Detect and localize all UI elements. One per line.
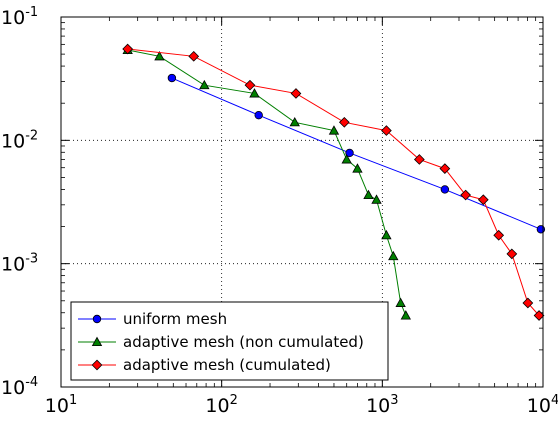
data-point: [199, 79, 210, 90]
x-tick-base: 10: [45, 395, 69, 417]
data-point: [352, 163, 363, 173]
data-point: [522, 297, 534, 309]
data-point: [167, 73, 177, 83]
data-point: [328, 125, 340, 135]
legend-item: adaptive mesh (cumulated): [78, 356, 331, 374]
data-point: [533, 310, 545, 321]
y-tick-label: 10-4: [1, 375, 38, 399]
data-point: [363, 189, 374, 200]
y-tick-label: 10-3: [1, 252, 38, 276]
legend-label: uniform mesh: [123, 310, 227, 328]
data-point: [400, 310, 411, 320]
x-tick-exponent: 4: [551, 393, 558, 408]
data-point: [460, 189, 472, 201]
data-point: [122, 43, 134, 55]
data-point: [371, 194, 382, 204]
x-tick-base: 10: [366, 395, 390, 417]
x-tick-base: 10: [205, 395, 229, 417]
data-point: [439, 163, 451, 174]
data-point: [413, 154, 425, 165]
x-tick-base: 10: [527, 395, 551, 417]
y-tick-exponent: -4: [25, 375, 38, 390]
x-tick-label: 104: [527, 393, 558, 417]
y-tick-exponent: -3: [25, 252, 38, 267]
x-tick-exponent: 1: [69, 393, 77, 408]
legend-marker: [92, 314, 102, 324]
data-point: [536, 225, 546, 234]
data-point: [338, 116, 350, 128]
y-tick-exponent: -1: [25, 5, 38, 20]
x-tick-label: 101: [45, 393, 77, 417]
series-layer: [122, 43, 546, 321]
legend-marker: [91, 359, 103, 371]
y-tick-exponent: -2: [25, 128, 38, 143]
plot-frame: [60, 16, 544, 388]
data-point: [493, 229, 505, 241]
legend: uniform mesh adaptive mesh (non cumulated…: [70, 301, 389, 381]
legend-box: [70, 301, 389, 381]
x-tick-label: 102: [205, 393, 237, 417]
series-1: [122, 44, 411, 320]
data-point: [345, 148, 354, 158]
data-point: [289, 116, 300, 127]
data-point: [477, 194, 489, 206]
y-tick-base: 10: [1, 130, 25, 152]
legend-item: uniform mesh: [78, 310, 227, 328]
data-point: [395, 297, 406, 307]
legend-item: adaptive mesh (non cumulated): [78, 333, 364, 351]
data-point: [249, 88, 260, 98]
data-point: [440, 185, 450, 194]
y-tick-base: 10: [1, 7, 25, 29]
data-point: [381, 125, 392, 136]
y-tick-label: 10-1: [1, 5, 38, 29]
data-point: [506, 248, 518, 260]
series-line: [127, 49, 407, 316]
legend-marker: [91, 336, 103, 347]
legend-label: adaptive mesh (non cumulated): [123, 333, 364, 351]
y-tick-base: 10: [1, 254, 25, 276]
data-point: [188, 50, 200, 62]
data-point: [341, 154, 352, 164]
data-point: [388, 250, 399, 261]
x-tick-exponent: 2: [230, 393, 238, 408]
data-point: [290, 88, 302, 99]
series-0: [167, 73, 546, 234]
legend-label: adaptive mesh (cumulated): [123, 356, 331, 374]
series-2: [122, 43, 545, 321]
x-tick-exponent: 3: [390, 393, 398, 408]
x-tick-label: 103: [366, 393, 398, 417]
data-point: [254, 110, 263, 120]
data-point: [154, 50, 165, 61]
y-tick-label: 10-2: [1, 128, 38, 152]
data-point: [381, 229, 392, 240]
data-point: [244, 79, 256, 91]
y-tick-base: 10: [1, 377, 25, 399]
